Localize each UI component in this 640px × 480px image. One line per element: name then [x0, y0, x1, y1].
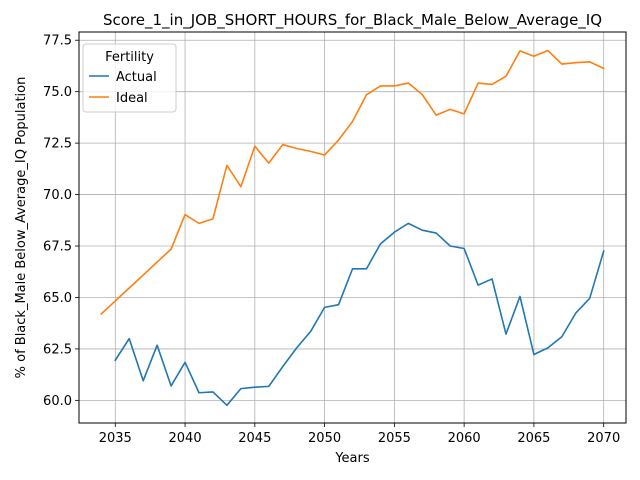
y-tick-label: 70.0 — [43, 188, 72, 203]
x-tick-label: 2070 — [587, 431, 620, 446]
x-tick-label: 2050 — [308, 431, 341, 446]
y-axis-label: % of Black_Male Below_Average_IQ Populat… — [14, 77, 29, 379]
x-tick-label: 2065 — [517, 431, 550, 446]
axis-ticks: 2035 2040 2045 2050 2055 2060 2065 2070 60.0 62.5… — [43, 34, 620, 446]
x-tick-label: 2035 — [99, 431, 132, 446]
y-tick-label: 60.0 — [43, 394, 72, 409]
legend-title: Fertility — [105, 50, 154, 65]
x-tick-label: 2045 — [238, 431, 271, 446]
y-tick-label: 77.5 — [43, 34, 72, 49]
series-lines — [100, 49, 605, 407]
series-line-ideal — [100, 49, 605, 316]
plot-frame — [78, 31, 627, 424]
x-tick-label: 2040 — [169, 431, 202, 446]
legend-label-actual: Actual — [116, 70, 157, 85]
legend-box — [82, 43, 177, 113]
y-tick-label: 65.0 — [43, 291, 72, 306]
legend-label-ideal: Ideal — [116, 91, 148, 106]
x-tick-label: 2060 — [448, 431, 481, 446]
series-line-actual — [114, 222, 605, 407]
legend: Fertility Actual Ideal — [82, 43, 177, 113]
y-tick-label: 62.5 — [43, 342, 72, 357]
x-tick-label: 2055 — [378, 431, 411, 446]
y-tick-label: 75.0 — [43, 85, 72, 100]
y-tick-label: 67.5 — [43, 240, 72, 255]
grid — [79, 32, 626, 423]
x-axis-label: Years — [334, 451, 370, 466]
chart-title: Score_1_in_JOB_SHORT_HOURS_for_Black_Mal… — [103, 11, 602, 30]
y-tick-label: 72.5 — [43, 137, 72, 152]
